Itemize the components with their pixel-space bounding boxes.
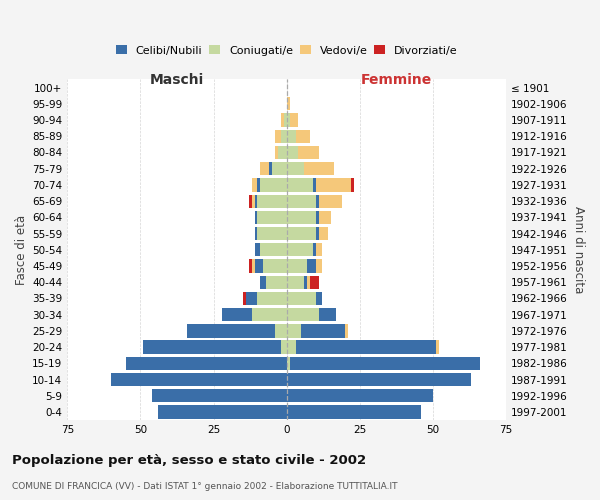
Text: COMUNE DI FRANCICA (VV) - Dati ISTAT 1° gennaio 2002 - Elaborazione TUTTITALIA.I: COMUNE DI FRANCICA (VV) - Dati ISTAT 1° … bbox=[12, 482, 398, 491]
Y-axis label: Anni di nascita: Anni di nascita bbox=[572, 206, 585, 294]
Bar bbox=[257, 292, 287, 305]
Bar bbox=[307, 276, 310, 289]
Bar bbox=[310, 276, 319, 289]
Bar bbox=[251, 308, 287, 322]
Bar bbox=[319, 227, 328, 240]
Bar bbox=[254, 194, 257, 208]
Bar bbox=[287, 243, 313, 256]
Bar bbox=[254, 227, 257, 240]
Bar bbox=[158, 406, 287, 418]
Bar bbox=[351, 178, 354, 192]
Bar bbox=[287, 227, 316, 240]
Bar bbox=[287, 210, 316, 224]
Bar bbox=[257, 194, 287, 208]
Bar bbox=[287, 356, 290, 370]
Bar bbox=[313, 243, 316, 256]
Bar bbox=[316, 292, 322, 305]
Bar bbox=[251, 260, 254, 272]
Bar bbox=[152, 389, 287, 402]
Bar bbox=[316, 194, 319, 208]
Bar bbox=[296, 340, 436, 354]
Bar bbox=[436, 340, 439, 354]
Bar bbox=[257, 227, 287, 240]
Bar bbox=[143, 340, 281, 354]
Bar bbox=[260, 178, 287, 192]
Bar bbox=[287, 178, 313, 192]
Bar bbox=[272, 162, 287, 175]
Bar bbox=[287, 373, 471, 386]
Bar bbox=[111, 373, 287, 386]
Bar bbox=[319, 308, 337, 322]
Bar bbox=[287, 130, 296, 143]
Bar bbox=[251, 178, 257, 192]
Bar bbox=[260, 162, 269, 175]
Bar bbox=[301, 324, 345, 338]
Bar bbox=[319, 210, 331, 224]
Bar bbox=[287, 114, 290, 126]
Bar bbox=[307, 260, 316, 272]
Bar bbox=[287, 260, 307, 272]
Bar bbox=[287, 308, 319, 322]
Bar bbox=[287, 324, 301, 338]
Bar bbox=[187, 324, 275, 338]
Bar bbox=[345, 324, 348, 338]
Bar bbox=[260, 243, 287, 256]
Bar bbox=[257, 178, 260, 192]
Bar bbox=[281, 130, 287, 143]
Bar bbox=[223, 308, 251, 322]
Bar bbox=[257, 210, 287, 224]
Bar bbox=[260, 276, 266, 289]
Bar bbox=[254, 210, 257, 224]
Bar bbox=[287, 97, 290, 110]
Y-axis label: Fasce di età: Fasce di età bbox=[15, 215, 28, 285]
Bar bbox=[319, 194, 343, 208]
Bar bbox=[281, 340, 287, 354]
Bar bbox=[290, 356, 480, 370]
Bar bbox=[266, 276, 287, 289]
Text: Maschi: Maschi bbox=[150, 74, 204, 88]
Bar bbox=[298, 146, 319, 159]
Bar bbox=[316, 178, 351, 192]
Bar bbox=[275, 130, 281, 143]
Bar bbox=[251, 194, 254, 208]
Bar bbox=[287, 292, 316, 305]
Text: Popolazione per età, sesso e stato civile - 2002: Popolazione per età, sesso e stato civil… bbox=[12, 454, 366, 467]
Bar bbox=[287, 146, 298, 159]
Bar bbox=[304, 162, 334, 175]
Bar bbox=[296, 130, 310, 143]
Bar bbox=[281, 114, 284, 126]
Bar bbox=[249, 260, 251, 272]
Bar bbox=[313, 178, 316, 192]
Bar bbox=[284, 114, 287, 126]
Bar bbox=[254, 243, 260, 256]
Bar bbox=[243, 292, 246, 305]
Bar bbox=[316, 243, 322, 256]
Bar bbox=[287, 162, 304, 175]
Bar bbox=[126, 356, 287, 370]
Bar bbox=[287, 194, 316, 208]
Bar bbox=[287, 389, 433, 402]
Bar bbox=[275, 146, 278, 159]
Bar bbox=[275, 324, 287, 338]
Bar bbox=[304, 276, 307, 289]
Bar bbox=[316, 260, 322, 272]
Bar bbox=[263, 260, 287, 272]
Bar bbox=[287, 406, 421, 418]
Bar bbox=[290, 114, 298, 126]
Bar bbox=[254, 260, 263, 272]
Bar bbox=[287, 340, 296, 354]
Bar bbox=[287, 276, 304, 289]
Legend: Celibi/Nubili, Coniugati/e, Vedovi/e, Divorziati/e: Celibi/Nubili, Coniugati/e, Vedovi/e, Di… bbox=[111, 41, 462, 60]
Bar bbox=[278, 146, 287, 159]
Bar bbox=[316, 227, 319, 240]
Text: Femmine: Femmine bbox=[361, 74, 432, 88]
Bar bbox=[316, 210, 319, 224]
Bar bbox=[269, 162, 272, 175]
Bar bbox=[246, 292, 257, 305]
Bar bbox=[249, 194, 251, 208]
